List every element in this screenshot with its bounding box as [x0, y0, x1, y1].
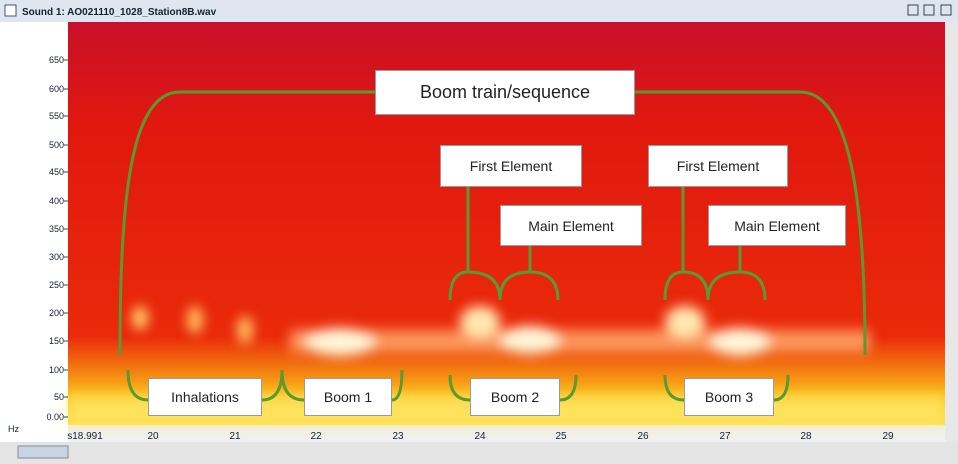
- boom-label: Boom 1: [304, 378, 392, 416]
- main-element-label: Main Element: [708, 205, 846, 246]
- y-tick-label: 400: [49, 196, 64, 206]
- x-tick-label: 23: [392, 431, 404, 442]
- vertical-scrollbar[interactable]: [945, 22, 958, 442]
- y-tick-label: 300: [49, 252, 64, 262]
- y-axis-unit: Hz: [8, 424, 19, 434]
- brackets: [118, 90, 867, 402]
- x-tick-label: 26: [637, 431, 649, 442]
- y-axis-panel: [0, 22, 68, 442]
- window-title: Sound 1: AO021110_1028_Station8B.wav: [22, 7, 217, 18]
- x-tick-label: 21: [229, 431, 241, 442]
- first-element-label: First Element: [648, 145, 788, 187]
- close-button[interactable]: [940, 4, 952, 16]
- x-tick-label: 20: [147, 431, 159, 442]
- y-tick-label: 600: [49, 84, 64, 94]
- x-tick-label: 28: [800, 431, 812, 442]
- main-element-label: Main Element: [500, 205, 642, 246]
- x-tick-label: 24: [474, 431, 486, 442]
- boom-label: Inhalations: [148, 378, 262, 416]
- y-tick-label: 350: [49, 224, 64, 234]
- x-tick-label: 27: [719, 431, 731, 442]
- y-tick-label: 50: [54, 392, 64, 402]
- maximize-button[interactable]: [923, 4, 935, 16]
- y-tick-label: 550: [49, 111, 64, 121]
- title-bar: [0, 0, 958, 22]
- restore-button[interactable]: [907, 4, 919, 16]
- y-tick-label: 250: [49, 280, 64, 290]
- boom-label: Boom 2: [470, 378, 560, 416]
- sequence-label: Boom train/sequence: [375, 70, 635, 115]
- y-tick-label: 0.00: [46, 412, 64, 422]
- window-icon: [4, 4, 17, 17]
- x-tick-label: 29: [882, 431, 894, 442]
- y-tick-label: 200: [49, 308, 64, 318]
- first-element-label: First Element: [440, 145, 582, 187]
- scroll-thumb[interactable]: [17, 445, 69, 459]
- x-tick-label: 25: [555, 431, 567, 442]
- y-tick-label: 500: [49, 140, 64, 150]
- boom-label: Boom 3: [684, 378, 774, 416]
- y-tick-label: 450: [49, 167, 64, 177]
- x-tick-label: 22: [310, 431, 322, 442]
- horizontal-scrollbar[interactable]: [0, 442, 958, 464]
- y-tick-label: 650: [49, 55, 64, 65]
- y-tick-label: 150: [49, 336, 64, 346]
- y-tick-label: 100: [49, 365, 64, 375]
- x-tick-label: s18.991: [67, 431, 103, 442]
